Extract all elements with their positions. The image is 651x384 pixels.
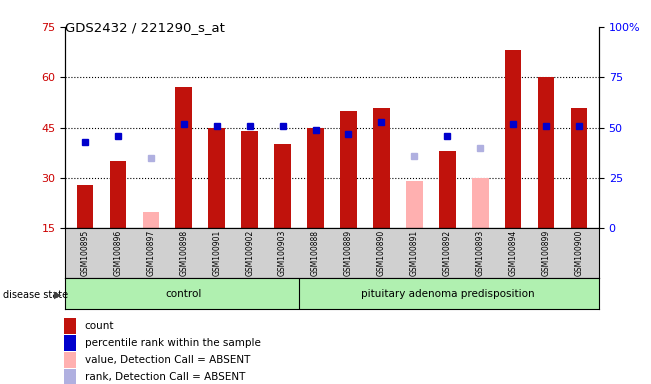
Text: GSM100891: GSM100891 [410, 230, 419, 276]
Bar [307, 127, 324, 228]
Text: GSM100900: GSM100900 [575, 230, 584, 276]
Text: control: control [165, 289, 202, 299]
Text: GSM100893: GSM100893 [476, 230, 485, 276]
Bar [340, 111, 357, 228]
Bar [242, 131, 258, 228]
Text: value, Detection Call = ABSENT: value, Detection Call = ABSENT [85, 355, 250, 365]
Bar [505, 50, 521, 228]
Bar [208, 127, 225, 228]
Text: GSM100899: GSM100899 [542, 230, 551, 276]
Text: rank, Detection Call = ABSENT: rank, Detection Call = ABSENT [85, 372, 245, 382]
Text: percentile rank within the sample: percentile rank within the sample [85, 338, 260, 348]
Text: GSM100888: GSM100888 [311, 230, 320, 276]
Text: GSM100890: GSM100890 [377, 230, 386, 276]
Bar [77, 185, 93, 228]
Text: GSM100897: GSM100897 [146, 230, 156, 276]
Text: GSM100889: GSM100889 [344, 230, 353, 276]
Bar [109, 161, 126, 228]
Bar [571, 108, 587, 228]
Bar [143, 212, 159, 228]
Text: pituitary adenoma predisposition: pituitary adenoma predisposition [361, 289, 534, 299]
Bar [64, 352, 76, 367]
Text: ▶: ▶ [53, 290, 61, 300]
Text: GDS2432 / 221290_s_at: GDS2432 / 221290_s_at [65, 21, 225, 34]
Text: count: count [85, 321, 114, 331]
Text: GSM100892: GSM100892 [443, 230, 452, 276]
Bar [64, 335, 76, 351]
Text: GSM100895: GSM100895 [80, 230, 89, 276]
Bar [472, 178, 488, 228]
Bar [64, 318, 76, 334]
Text: GSM100902: GSM100902 [245, 230, 254, 276]
Bar [439, 151, 456, 228]
Text: GSM100898: GSM100898 [179, 230, 188, 276]
Text: GSM100894: GSM100894 [508, 230, 518, 276]
Bar [176, 88, 192, 228]
Bar [64, 369, 76, 384]
Bar [406, 182, 422, 228]
Text: GSM100901: GSM100901 [212, 230, 221, 276]
Text: GSM100903: GSM100903 [278, 230, 287, 276]
Text: GSM100896: GSM100896 [113, 230, 122, 276]
Text: disease state: disease state [3, 290, 68, 300]
Bar [538, 77, 555, 228]
Bar [373, 108, 390, 228]
Bar [274, 144, 291, 228]
